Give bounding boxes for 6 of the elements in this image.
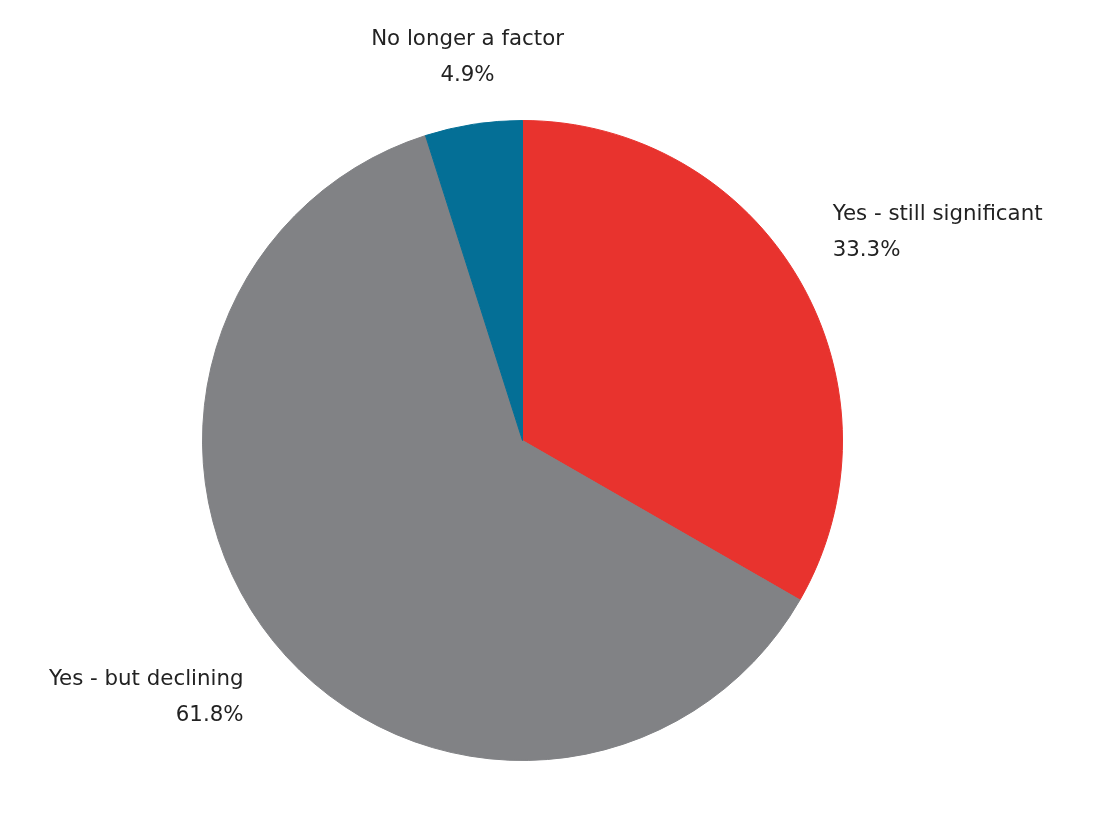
slice-label: No longer a factor — [371, 25, 565, 51]
slice-label: Yes - but declining — [47, 665, 244, 691]
data-label: 33.3% — [832, 235, 901, 261]
slice-label: Yes - still significant — [831, 199, 1043, 225]
data-label: 4.9% — [440, 61, 495, 87]
data-label: 61.8% — [175, 701, 244, 727]
